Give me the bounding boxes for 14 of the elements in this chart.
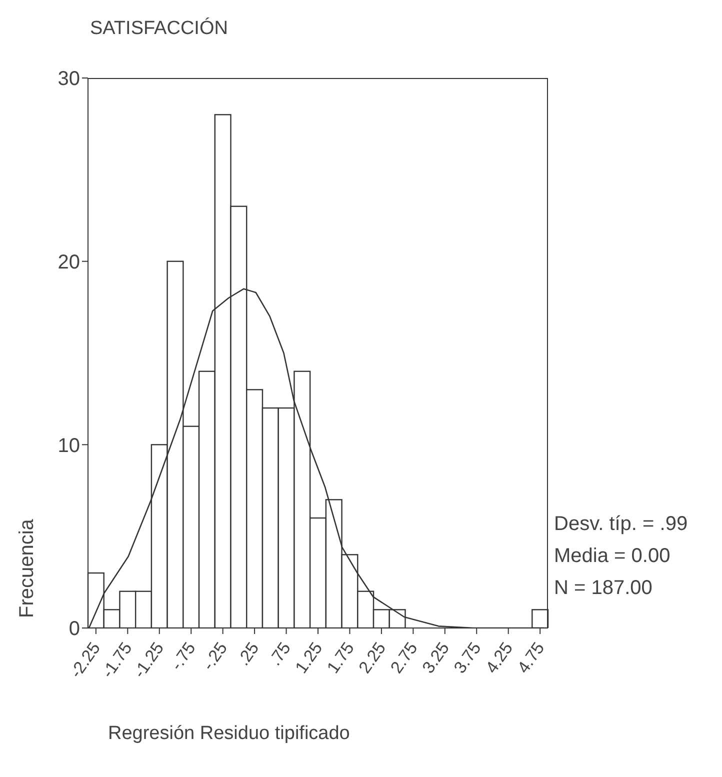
x-tick-label: .75 — [265, 638, 294, 670]
x-axis-title: Regresión Residuo tipificado — [108, 723, 350, 745]
y-tick-label: 20 — [58, 251, 80, 274]
text: Media = 0.00 — [554, 544, 672, 569]
x-tick-label: -.75 — [166, 638, 200, 674]
text: Desv. típ. = .99 — [554, 512, 688, 537]
y-tick-label: 30 — [58, 68, 80, 90]
x-tick-label: .25 — [234, 638, 263, 670]
x-tick-label: -.25 — [198, 638, 232, 674]
chart-title: SATISFACCIÓN — [90, 18, 228, 40]
y-tick-label: 10 — [58, 434, 80, 457]
y-tick-label: 0 — [68, 618, 80, 640]
text: N = 187.00 — [554, 576, 654, 601]
y-axis-title: Frecuencia — [16, 519, 39, 618]
